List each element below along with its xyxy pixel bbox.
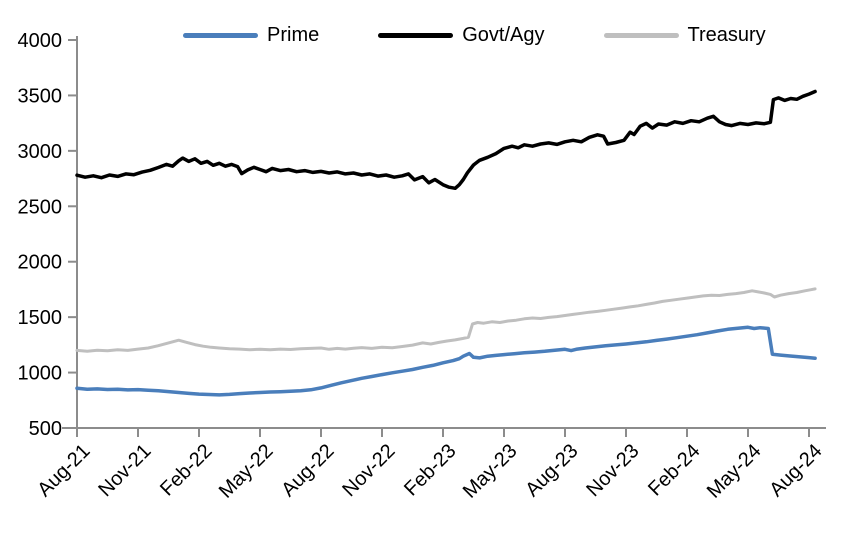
legend-item-govt-agy: Govt/Agy bbox=[378, 24, 545, 46]
x-tick-label: Nov-21 bbox=[94, 440, 155, 501]
y-tick-label: 2000 bbox=[18, 252, 63, 274]
x-tick-label: May-24 bbox=[703, 440, 766, 503]
x-tick-label: Feb-24 bbox=[644, 440, 704, 500]
x-tick-label: Feb-23 bbox=[400, 440, 460, 500]
x-tick-label: Aug-21 bbox=[33, 440, 94, 501]
x-tick-label: Aug-24 bbox=[765, 440, 826, 501]
govt-agy-line-icon bbox=[378, 32, 454, 38]
y-tick-label: 3000 bbox=[18, 141, 63, 163]
series-line-treasury bbox=[75, 287, 817, 353]
y-tick-label: 1000 bbox=[18, 363, 63, 385]
legend-label-treasury: Treasury bbox=[687, 24, 766, 46]
series-line-govt-agy bbox=[75, 89, 817, 191]
x-tick-label: May-23 bbox=[459, 440, 522, 503]
y-tick-label: 1500 bbox=[18, 307, 63, 329]
series-line-prime bbox=[75, 325, 817, 397]
prime-line-icon bbox=[183, 32, 258, 38]
x-tick-label: May-22 bbox=[215, 440, 278, 503]
legend-label-govt-agy: Govt/Agy bbox=[462, 24, 545, 46]
legend-item-treasury: Treasury bbox=[603, 24, 766, 46]
x-tick-label: Feb-22 bbox=[156, 440, 216, 500]
y-tick-label: 2500 bbox=[18, 196, 63, 218]
y-tick-label: 3500 bbox=[18, 85, 63, 107]
legend-label-prime: Prime bbox=[267, 24, 320, 46]
y-tick-label: 4000 bbox=[18, 30, 63, 52]
x-tick-label: Aug-22 bbox=[277, 440, 338, 501]
chart-legend: Prime Govt/Agy Treasury bbox=[183, 24, 766, 46]
treasury-line-icon bbox=[603, 32, 679, 38]
x-tick-label: Aug-23 bbox=[521, 440, 582, 501]
x-tick-label: Nov-23 bbox=[582, 440, 643, 501]
legend-item-prime: Prime bbox=[183, 24, 319, 46]
y-tick-label: 500 bbox=[29, 418, 62, 440]
x-tick-label: Nov-22 bbox=[338, 440, 399, 501]
